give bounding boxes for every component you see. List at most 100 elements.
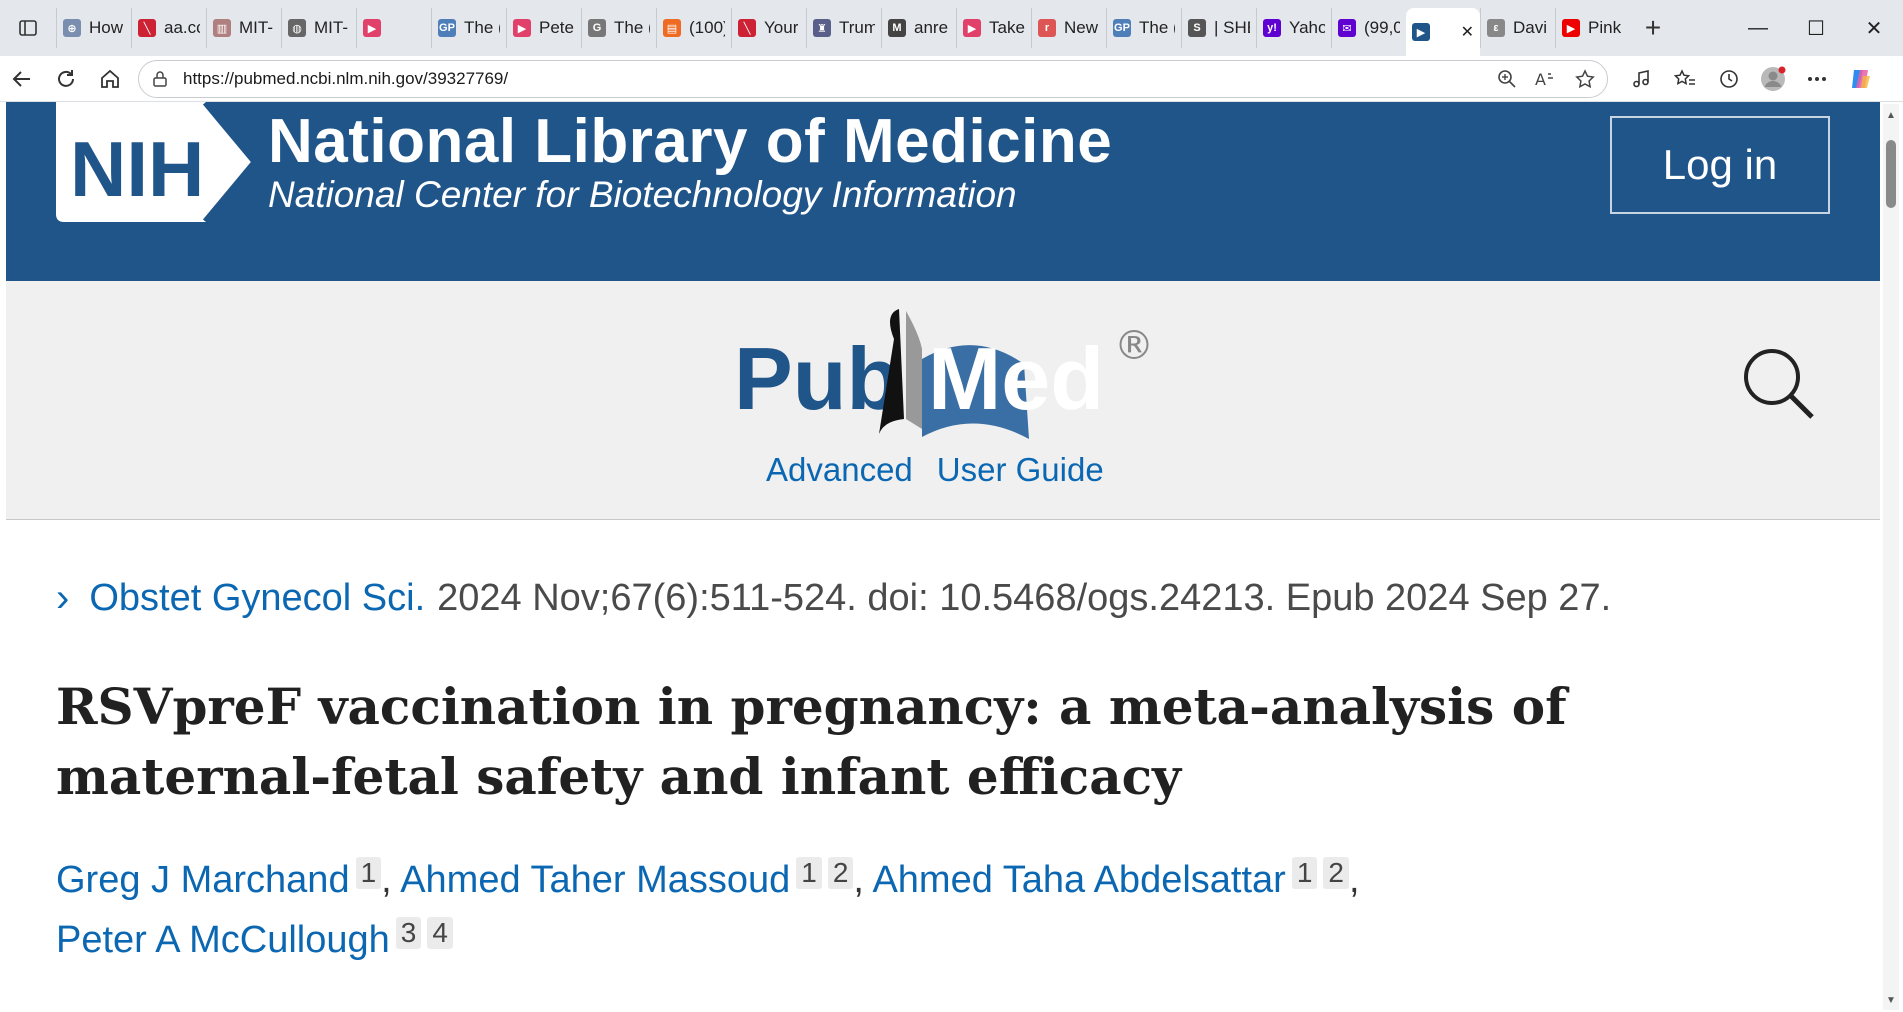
tab-favicon-icon: y! (1263, 19, 1281, 37)
toolbar-extensions (1622, 60, 1880, 98)
browser-tab[interactable]: ╲ Your (731, 8, 806, 48)
new-tab-button[interactable]: + (1644, 12, 1662, 43)
article-title: RSVpreF vaccination in pregnancy: a meta… (56, 677, 1567, 806)
browser-tab[interactable]: r New (1031, 8, 1106, 48)
tab-favicon-icon: ▶ (363, 19, 381, 37)
browser-toolbar: https://pubmed.ncbi.nlm.nih.gov/39327769… (0, 56, 1903, 102)
advanced-search-link[interactable]: Advanced (766, 451, 913, 488)
browser-tab[interactable]: S | SHE (1181, 8, 1256, 48)
copilot-button[interactable] (1842, 60, 1880, 98)
tab-title: Trum (839, 18, 875, 37)
affiliation-badge[interactable]: 2 (1323, 857, 1349, 889)
ncbi-subtitle: National Center for Biotechnology Inform… (268, 174, 1017, 215)
tab-favicon-icon: ╲ (138, 19, 156, 37)
journal-citation: › Obstet Gynecol Sci. 2024 Nov;67(6):511… (56, 576, 1611, 621)
affiliation-badge[interactable]: 2 (827, 857, 854, 889)
tab-title: MIT- (314, 18, 348, 37)
nlm-title[interactable]: National Library of Medicine (268, 107, 1113, 176)
favorites-button[interactable] (1666, 60, 1704, 98)
browser-tab[interactable]: ✉ (99,0 (1331, 8, 1406, 48)
browser-tab[interactable]: ▤ (100) (656, 8, 731, 48)
browser-tab[interactable]: ε Davi (1480, 8, 1555, 48)
back-arrow-icon (12, 70, 30, 87)
browser-tab[interactable]: ◍ MIT- (281, 8, 356, 48)
favorites-list-icon (1674, 68, 1695, 85)
registered-mark: ® (1114, 323, 1154, 369)
tab-favicon-icon: S (1188, 19, 1206, 37)
tab-title: aa.cc (164, 18, 200, 37)
affiliation-badge[interactable]: 4 (427, 917, 453, 949)
browser-tab[interactable]: ♜ Trum (806, 8, 881, 48)
back-button[interactable] (0, 59, 44, 99)
tab-list: ⊕ How ╲ aa.cc ▥ MIT- ◍ MIT- ▶ GP The (▶ Peter G The (… (56, 0, 1630, 56)
browser-tab[interactable]: ▶ Peter (506, 8, 581, 48)
tab-title: Your (764, 18, 799, 37)
chevron-right-icon[interactable]: › (56, 576, 70, 620)
browser-tab[interactable]: y! Yaho (1256, 8, 1331, 48)
address-bar[interactable]: https://pubmed.ncbi.nlm.nih.gov/39327769… (138, 59, 1608, 98)
tab-title: Peter (539, 18, 575, 37)
browser-tab[interactable]: GP The ( (1106, 8, 1181, 48)
copilot-icon (1852, 69, 1870, 88)
browser-tab[interactable]: ▶ (356, 8, 431, 48)
scroll-up-arrow-icon[interactable]: ▲ (1886, 110, 1896, 121)
browser-tab[interactable]: G The ( (581, 8, 656, 48)
browser-tab[interactable]: ▶ Take (956, 8, 1031, 48)
search-icon[interactable] (1740, 345, 1820, 425)
media-control-button[interactable] (1622, 60, 1660, 98)
nih-logo[interactable]: NIH (56, 102, 256, 222)
affiliation-badge[interactable]: 1 (796, 857, 822, 889)
tab-title: How (89, 18, 124, 37)
omnibox-actions: A (1497, 68, 1595, 89)
user-guide-link[interactable]: User Guide (936, 451, 1104, 488)
page-scrollbar[interactable]: ▲ ▼ (1883, 104, 1899, 1010)
tab-title: Yaho (1289, 18, 1325, 37)
url-text[interactable]: https://pubmed.ncbi.nlm.nih.gov/39327769… (183, 68, 509, 88)
browser-tab[interactable]: ▶ ✕ (1406, 8, 1480, 56)
tab-title: | SHE (1214, 18, 1250, 37)
favorite-star-icon[interactable] (1575, 68, 1595, 89)
author-link[interactable]: Ahmed Taha Abdelsattar (872, 859, 1286, 901)
history-button[interactable] (1710, 60, 1748, 98)
site-info-icon[interactable] (151, 70, 169, 88)
browser-tab[interactable]: ▥ MIT- (206, 8, 281, 48)
tab-title: The ( (1139, 18, 1175, 37)
tab-favicon-icon: GP (1113, 19, 1131, 37)
refresh-button[interactable] (44, 59, 88, 99)
browser-tab[interactable]: ▶ Pink (1555, 8, 1630, 48)
scroll-down-arrow-icon[interactable]: ▼ (1886, 995, 1896, 1006)
home-button[interactable] (88, 59, 132, 99)
browser-tab[interactable]: GP The ( (431, 8, 506, 48)
browser-tab[interactable]: ╲ aa.cc (131, 8, 206, 48)
more-dots-icon (1808, 76, 1826, 81)
maximize-button[interactable]: ☐ (1807, 17, 1825, 40)
login-button[interactable]: Log in (1610, 116, 1830, 214)
affiliation-badge[interactable]: 3 (395, 917, 422, 949)
browser-tab[interactable]: ⊕ How (56, 8, 131, 48)
tab-favicon-icon: ▤ (663, 19, 681, 37)
minimize-button[interactable]: — (1748, 16, 1768, 39)
pubmed-logo[interactable]: Pub Med ® (734, 309, 1164, 449)
scrollbar-thumb[interactable] (1886, 140, 1896, 208)
author-link[interactable]: Greg J Marchand (56, 859, 350, 901)
more-menu-button[interactable] (1798, 60, 1836, 98)
pubmed-search-band: Pub Med ® Advanced User Guide (6, 281, 1880, 520)
profile-button[interactable] (1754, 60, 1792, 98)
tab-actions-icon (19, 20, 37, 36)
refresh-icon (58, 69, 74, 87)
author-link[interactable]: Ahmed Taher Massoud (400, 859, 791, 901)
affiliation-badge[interactable]: 1 (355, 857, 382, 889)
affiliation-badge[interactable]: 1 (1291, 857, 1318, 889)
close-window-button[interactable]: ✕ (1865, 17, 1883, 40)
tab-title: The ( (614, 18, 650, 37)
tab-title: Take (989, 18, 1025, 37)
close-tab-icon[interactable]: ✕ (1460, 24, 1474, 41)
zoom-icon[interactable] (1497, 69, 1517, 89)
author-link[interactable]: Peter A McCullough (56, 919, 390, 961)
tab-favicon-icon: GP (438, 19, 456, 37)
tab-favicon-icon: ▶ (513, 19, 531, 37)
journal-name-link[interactable]: Obstet Gynecol Sci. (89, 577, 426, 619)
tab-actions-button[interactable] (0, 0, 56, 56)
read-aloud-icon[interactable]: A (1535, 69, 1557, 89)
